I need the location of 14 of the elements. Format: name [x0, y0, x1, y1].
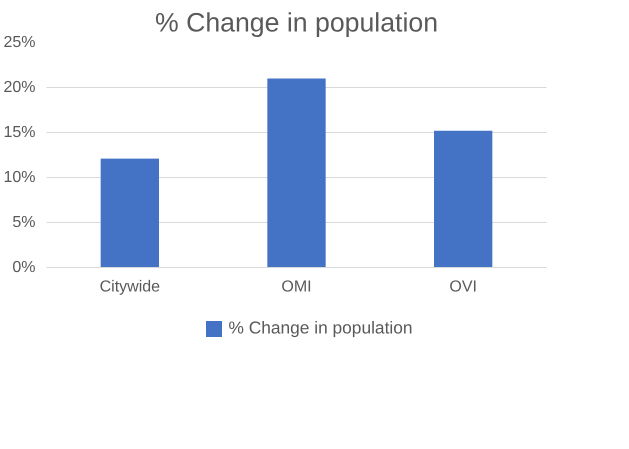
bar [100, 158, 159, 268]
y-tick-label: 25% [3, 34, 36, 51]
bar [434, 130, 492, 268]
y-tick-label: 20% [3, 79, 36, 96]
y-tick-label: 15% [3, 124, 36, 141]
y-tick-label: 0% [12, 259, 36, 276]
x-tick-label: OMI [281, 278, 312, 296]
y-tick-label: 10% [3, 169, 36, 186]
legend-label: % Change in population [228, 318, 413, 338]
chart-title: % Change in population [154, 8, 438, 38]
bar [267, 78, 326, 268]
y-tick-label: 5% [12, 214, 36, 231]
x-tick-label: Citywide [100, 278, 160, 296]
x-tick-label: OVI [449, 278, 477, 296]
